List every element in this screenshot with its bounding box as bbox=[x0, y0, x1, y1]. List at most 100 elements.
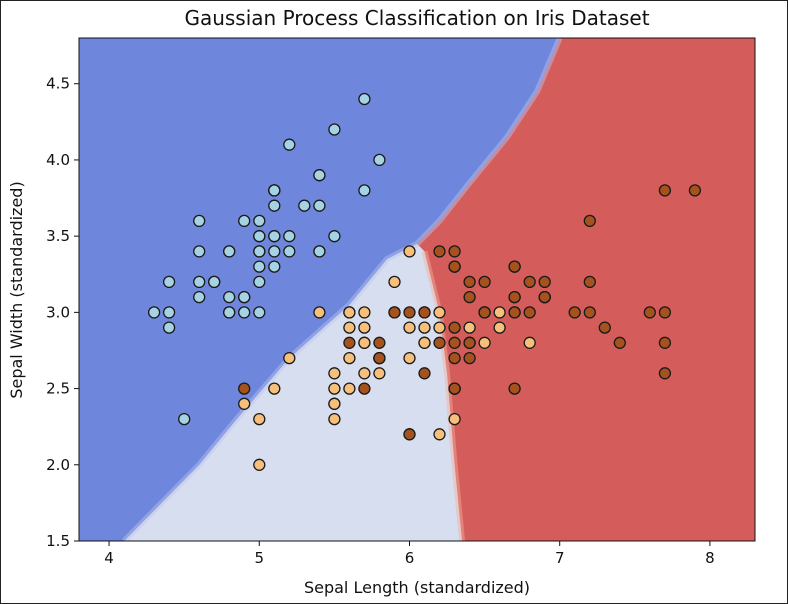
point-class-2 bbox=[478, 306, 491, 319]
point-class-2 bbox=[583, 214, 596, 228]
point-class-2 bbox=[508, 306, 521, 319]
point-class-2 bbox=[418, 367, 431, 380]
point-class-1 bbox=[343, 351, 356, 365]
boundary-1-2 bbox=[421, 250, 466, 541]
region-class-1 bbox=[124, 243, 463, 541]
point-class-1 bbox=[403, 245, 416, 258]
point-class-1 bbox=[523, 336, 536, 349]
x-tick-label: 8 bbox=[705, 549, 715, 567]
point-class-1 bbox=[253, 458, 266, 471]
point-class-0 bbox=[283, 138, 296, 151]
point-class-1 bbox=[433, 306, 446, 319]
point-class-0 bbox=[268, 260, 281, 273]
point-class-0 bbox=[283, 245, 296, 258]
x-tick-label: 5 bbox=[254, 549, 264, 567]
point-class-1 bbox=[358, 367, 371, 380]
point-class-0 bbox=[253, 275, 266, 289]
point-class-2 bbox=[388, 306, 401, 319]
point-class-0 bbox=[268, 199, 281, 212]
point-class-1 bbox=[388, 275, 401, 289]
point-class-2 bbox=[403, 428, 416, 441]
point-class-2 bbox=[523, 306, 536, 319]
point-class-1 bbox=[358, 336, 371, 349]
point-class-0 bbox=[268, 184, 281, 197]
x-tick-label: 7 bbox=[555, 549, 565, 567]
point-class-2 bbox=[448, 336, 461, 349]
point-class-2 bbox=[463, 336, 476, 349]
point-class-1 bbox=[328, 412, 341, 426]
chart-title: Gaussian Process Classification on Iris … bbox=[184, 6, 649, 30]
point-class-2 bbox=[658, 306, 672, 319]
point-class-0 bbox=[223, 306, 236, 319]
point-class-0 bbox=[268, 245, 281, 258]
point-class-2 bbox=[568, 306, 581, 319]
point-class-0 bbox=[193, 275, 206, 289]
point-class-1 bbox=[358, 321, 371, 334]
x-tick-label: 4 bbox=[104, 549, 114, 567]
y-axis-ticks: 1.5 2.0 2.5 3.0 3.5 4.0 4.5 bbox=[46, 75, 79, 550]
point-class-0 bbox=[358, 92, 371, 106]
point-class-1 bbox=[268, 382, 281, 395]
point-class-2 bbox=[658, 367, 672, 380]
point-class-1 bbox=[358, 306, 371, 319]
point-class-2 bbox=[418, 306, 431, 319]
x-axis-label: Sepal Length (standardized) bbox=[304, 578, 530, 597]
point-class-2 bbox=[598, 321, 611, 334]
point-class-2 bbox=[643, 306, 656, 319]
point-class-0 bbox=[162, 306, 176, 319]
point-class-1 bbox=[238, 397, 251, 410]
point-class-1 bbox=[373, 367, 386, 380]
point-class-1 bbox=[463, 321, 476, 334]
point-class-2 bbox=[613, 336, 626, 349]
point-class-2 bbox=[373, 336, 386, 349]
point-class-2 bbox=[463, 275, 476, 289]
point-class-1 bbox=[433, 428, 446, 441]
point-class-2 bbox=[238, 382, 251, 395]
point-class-2 bbox=[688, 184, 702, 197]
point-class-0 bbox=[358, 184, 371, 197]
point-class-0 bbox=[147, 306, 161, 319]
region-class-0 bbox=[79, 38, 560, 541]
point-class-1 bbox=[493, 306, 506, 319]
point-class-1 bbox=[448, 412, 461, 426]
point-class-0 bbox=[313, 169, 326, 182]
point-class-0 bbox=[178, 412, 191, 426]
point-class-0 bbox=[193, 290, 206, 304]
point-class-0 bbox=[162, 321, 176, 334]
point-class-2 bbox=[433, 245, 446, 258]
point-class-0 bbox=[313, 245, 326, 258]
point-class-2 bbox=[583, 306, 596, 319]
point-class-2 bbox=[448, 382, 461, 395]
point-class-2 bbox=[448, 321, 461, 334]
boundary-0-1 bbox=[121, 38, 563, 541]
point-class-0 bbox=[223, 290, 236, 304]
x-axis-ticks: 4 5 6 7 8 bbox=[104, 541, 715, 567]
point-class-0 bbox=[313, 199, 326, 212]
point-class-2 bbox=[538, 275, 551, 289]
point-class-0 bbox=[253, 306, 266, 319]
point-class-1 bbox=[313, 306, 326, 319]
point-class-2 bbox=[478, 275, 491, 289]
x-tick-label: 6 bbox=[405, 549, 415, 567]
point-class-2 bbox=[508, 382, 521, 395]
point-class-2 bbox=[658, 184, 672, 197]
point-class-0 bbox=[283, 230, 296, 243]
point-class-0 bbox=[238, 214, 251, 228]
data-points bbox=[147, 92, 702, 471]
point-class-0 bbox=[162, 275, 176, 289]
point-class-0 bbox=[223, 245, 236, 258]
point-class-0 bbox=[298, 199, 311, 212]
point-class-1 bbox=[418, 336, 431, 349]
point-class-0 bbox=[193, 214, 206, 228]
y-axis-label: Sepal Width (standardized) bbox=[7, 181, 26, 398]
point-class-2 bbox=[523, 275, 536, 289]
point-class-2 bbox=[373, 351, 386, 365]
point-class-1 bbox=[343, 306, 356, 319]
point-class-1 bbox=[493, 321, 506, 334]
point-class-2 bbox=[658, 336, 672, 349]
decision-regions bbox=[79, 38, 755, 541]
point-class-1 bbox=[328, 367, 341, 380]
point-class-0 bbox=[328, 230, 341, 243]
point-class-0 bbox=[268, 230, 281, 243]
